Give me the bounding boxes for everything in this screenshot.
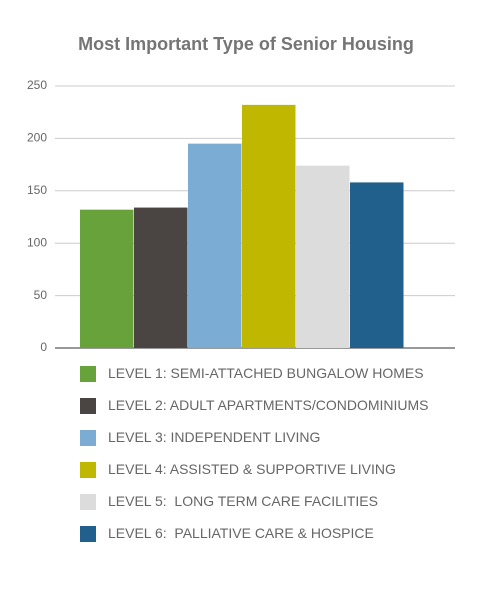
legend-label: LEVEL 2: ADULT APARTMENTS/CONDOMINIUMS: [108, 397, 429, 413]
legend-swatch: [80, 398, 96, 414]
chart: Most Important Type of Senior Housing 0 5…: [27, 34, 455, 354]
legend-swatch: [80, 430, 96, 446]
bar: [350, 182, 404, 348]
y-tick-label: 0: [40, 340, 47, 354]
legend-label: LEVEL 4: ASSISTED & SUPPORTIVE LIVING: [108, 461, 396, 477]
legend-item: LEVEL 3: INDEPENDENT LIVING: [80, 428, 460, 447]
y-tick-label: 50: [34, 288, 48, 302]
bar: [188, 143, 242, 348]
legend-item: LEVEL 1: SEMI-ATTACHED BUNGALOW HOMES: [80, 364, 460, 383]
legend-label: LEVEL 3: INDEPENDENT LIVING: [108, 429, 321, 445]
chart-title: Most Important Type of Senior Housing: [78, 34, 414, 54]
y-tick-label: 100: [27, 235, 47, 249]
legend-label: LEVEL 5: LONG TERM CARE FACILITIES: [108, 493, 378, 509]
legend-swatch: [80, 462, 96, 478]
bar: [296, 165, 350, 348]
bar: [242, 104, 296, 348]
legend-label: LEVEL 1: SEMI-ATTACHED BUNGALOW HOMES: [108, 365, 424, 381]
y-tick-label: 200: [27, 131, 47, 145]
y-tick-label: 150: [27, 183, 47, 197]
legend-swatch: [80, 526, 96, 542]
legend-swatch: [80, 494, 96, 510]
y-tick-label: 250: [27, 78, 47, 92]
legend-item: LEVEL 2: ADULT APARTMENTS/CONDOMINIUMS: [80, 396, 460, 415]
bar: [134, 207, 188, 348]
bar: [80, 209, 134, 348]
legend-label: LEVEL 6: PALLIATIVE CARE & HOSPICE: [108, 525, 374, 541]
legend-swatch: [80, 366, 96, 382]
legend-item: LEVEL 4: ASSISTED & SUPPORTIVE LIVING: [80, 460, 460, 479]
legend: LEVEL 1: SEMI-ATTACHED BUNGALOW HOMES LEV…: [80, 364, 460, 556]
legend-item: LEVEL 5: LONG TERM CARE FACILITIES: [80, 492, 460, 511]
legend-item: LEVEL 6: PALLIATIVE CARE & HOSPICE: [80, 524, 460, 543]
